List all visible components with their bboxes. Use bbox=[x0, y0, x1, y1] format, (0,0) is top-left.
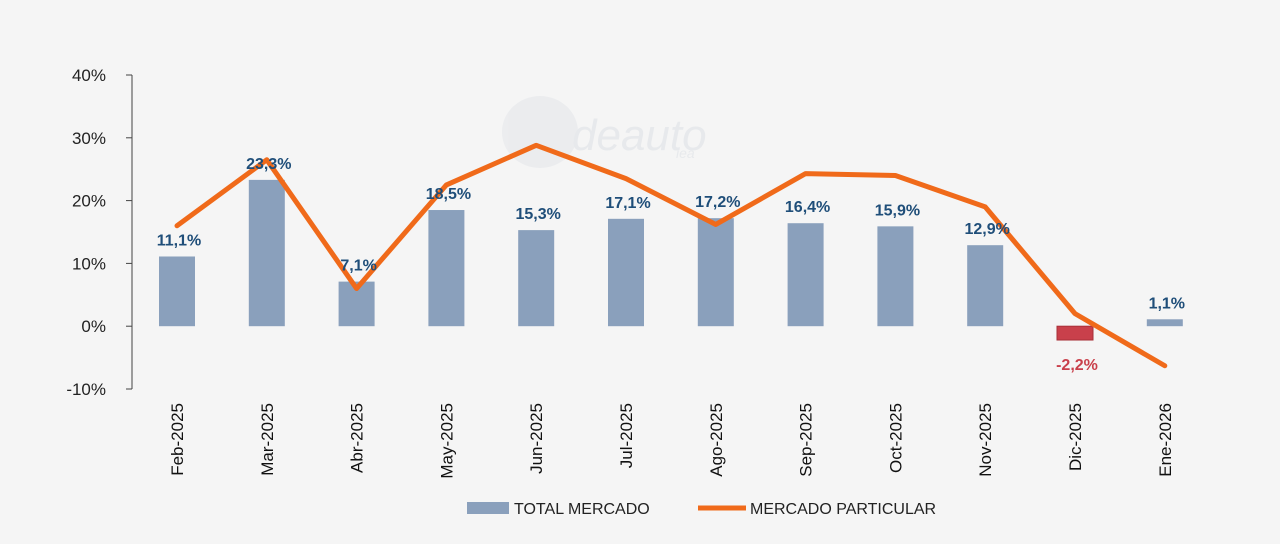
legend-label-line: MERCADO PARTICULAR bbox=[750, 501, 936, 518]
bar bbox=[159, 256, 195, 327]
data-label: 16,4% bbox=[785, 199, 830, 216]
y-tick-label: 20% bbox=[72, 192, 106, 211]
x-tick-label: Jun-2025 bbox=[527, 403, 546, 474]
bar bbox=[877, 226, 914, 327]
y-tick-label: -10% bbox=[66, 380, 106, 399]
data-label: 11,1% bbox=[157, 232, 201, 249]
watermark-logo: deauto iea bbox=[502, 96, 707, 168]
x-tick-label: Dic-2025 bbox=[1066, 403, 1085, 471]
x-tick-label: Abr-2025 bbox=[348, 403, 367, 473]
watermark-text: deauto bbox=[572, 111, 707, 160]
data-label: 7,1% bbox=[340, 258, 376, 275]
data-label: 17,1% bbox=[605, 195, 650, 212]
bar bbox=[1146, 319, 1183, 327]
data-label: 12,9% bbox=[965, 221, 1010, 238]
y-axis: 40% 30% 20% 10% 0% -10% bbox=[66, 66, 133, 399]
y-tick-label: 0% bbox=[81, 317, 106, 336]
data-label: 23,3% bbox=[246, 156, 291, 173]
y-tick-label: 30% bbox=[72, 129, 106, 148]
y-tick-label: 10% bbox=[72, 254, 106, 273]
line-path bbox=[174, 142, 1168, 369]
data-label: 1,1% bbox=[1149, 295, 1185, 312]
legend-label-bar: TOTAL MERCADO bbox=[514, 501, 650, 518]
bar bbox=[248, 179, 285, 327]
x-tick-label: Nov-2025 bbox=[976, 403, 995, 477]
data-label: 18,5% bbox=[426, 186, 471, 203]
line-series bbox=[174, 142, 1168, 369]
x-tick-label: Ene-2026 bbox=[1156, 403, 1175, 477]
x-tick-label: May-2025 bbox=[437, 403, 456, 479]
bar-series bbox=[159, 179, 1183, 341]
bar bbox=[697, 218, 734, 327]
bar bbox=[608, 218, 644, 327]
y-tick-label: 40% bbox=[72, 66, 106, 85]
data-label: 17,2% bbox=[695, 194, 740, 211]
x-tick-label: Mar-2025 bbox=[258, 403, 277, 476]
x-tick-label: Ago-2025 bbox=[707, 403, 726, 477]
bar bbox=[967, 245, 1004, 327]
bar bbox=[787, 223, 824, 327]
data-label: 15,9% bbox=[875, 202, 920, 219]
x-tick-label: Oct-2025 bbox=[886, 403, 905, 473]
legend-swatch-bar bbox=[467, 502, 509, 514]
data-label: 15,3% bbox=[516, 206, 561, 223]
x-tick-label: Jul-2025 bbox=[617, 403, 636, 468]
x-axis: Feb-2025 Mar-2025 Abr-2025 May-2025 Jun-2025… bbox=[168, 403, 1175, 479]
x-tick-label: Sep-2025 bbox=[797, 403, 816, 477]
bar bbox=[518, 230, 555, 327]
data-label: -2,2% bbox=[1056, 357, 1098, 374]
legend: TOTAL MERCADO MERCADO PARTICULAR bbox=[467, 501, 936, 518]
bar bbox=[428, 210, 465, 327]
bar bbox=[1056, 325, 1094, 341]
data-labels: 11,1% 23,3% 7,1% 18,5% 15,3% 17,1% 17,2% 16,4% 1… bbox=[157, 156, 1185, 374]
watermark-subtext: iea bbox=[676, 145, 695, 161]
x-tick-label: Feb-2025 bbox=[168, 403, 187, 476]
